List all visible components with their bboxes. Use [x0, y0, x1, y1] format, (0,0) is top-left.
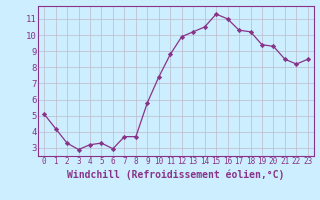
X-axis label: Windchill (Refroidissement éolien,°C): Windchill (Refroidissement éolien,°C): [67, 169, 285, 180]
